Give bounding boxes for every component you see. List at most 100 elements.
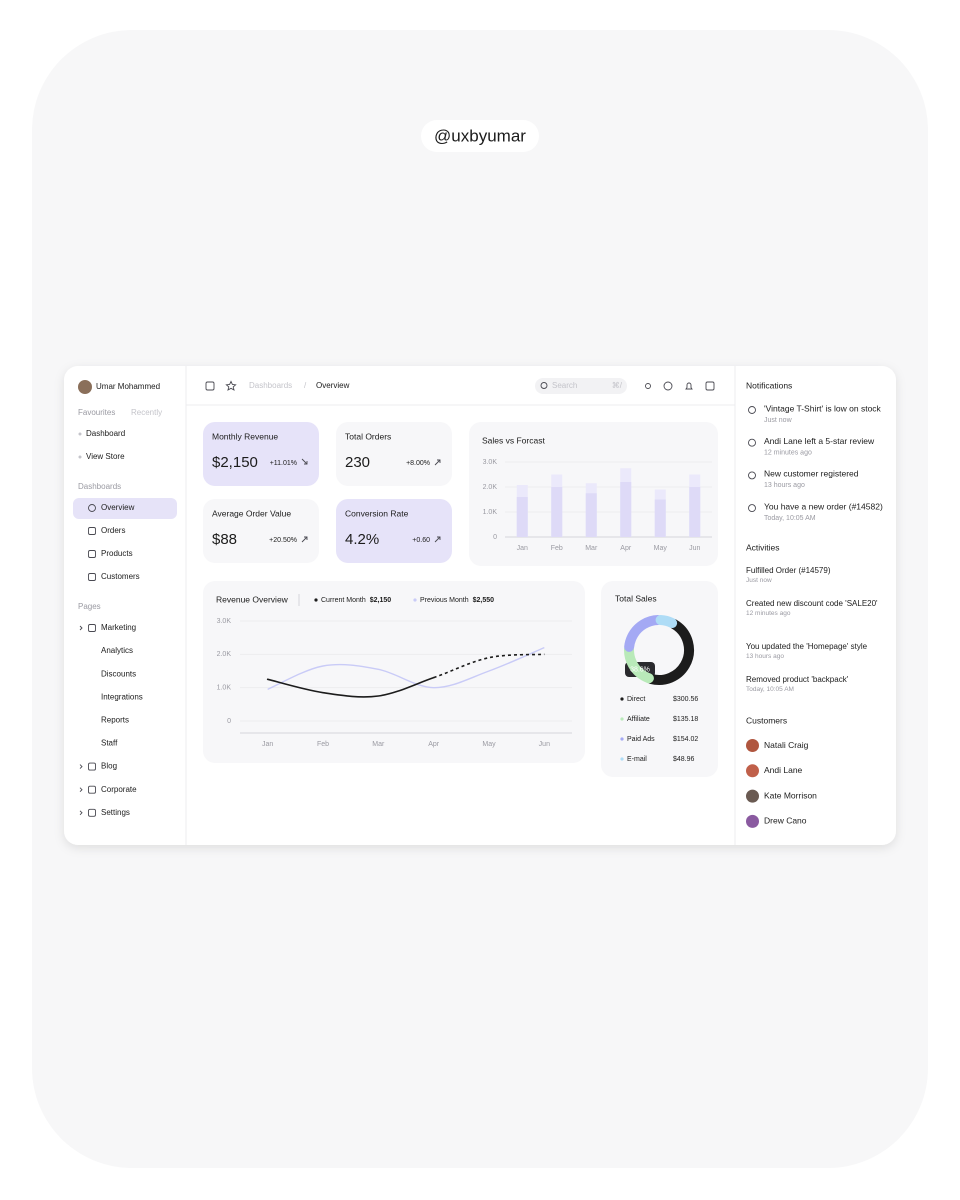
tab[interactable]: Favourites bbox=[78, 408, 115, 417]
bell-icon[interactable] bbox=[685, 382, 693, 390]
legend-value: $300.56 bbox=[673, 696, 698, 703]
x-tick-label: Feb bbox=[551, 545, 563, 552]
donut-segment bbox=[624, 615, 694, 685]
sidebar-toggle-icon[interactable] bbox=[205, 381, 215, 391]
y-tick-label: 0 bbox=[227, 718, 231, 725]
customer-name[interactable]: Drew Cano bbox=[764, 816, 807, 826]
y-tick-label: 3.0K bbox=[483, 459, 498, 466]
activity: Created new discount code 'SALE20' 12 min… bbox=[746, 599, 891, 619]
nav-item[interactable]: Customers bbox=[101, 572, 140, 581]
nav-icon bbox=[88, 808, 96, 817]
chevron bbox=[79, 625, 83, 631]
badge bbox=[421, 120, 539, 152]
activity-item: Created new discount code 'SALE20' 12 min… bbox=[746, 599, 891, 619]
legend-label: Direct bbox=[627, 696, 645, 703]
breadcrumb[interactable]: Overview bbox=[316, 381, 350, 390]
breadcrumb[interactable]: Dashboards bbox=[249, 381, 292, 390]
user-avatar[interactable] bbox=[78, 380, 92, 394]
nav-subitem[interactable]: Staff bbox=[101, 739, 118, 748]
star-icon[interactable] bbox=[225, 380, 237, 391]
panel-heading: Activities bbox=[746, 542, 780, 552]
search-box[interactable] bbox=[535, 378, 627, 394]
activity-item: You updated the 'Homepage' style 13 hours… bbox=[746, 642, 891, 662]
notification-text[interactable]: You have a new order (#14582) bbox=[764, 501, 883, 511]
y-tick-label: 0 bbox=[493, 534, 497, 541]
nav-item[interactable]: Overview bbox=[101, 503, 135, 512]
customer-name[interactable]: Natali Craig bbox=[764, 740, 809, 750]
activity-text: Created new discount code 'SALE20' bbox=[746, 599, 878, 608]
badge-text: @uxbyumar bbox=[434, 126, 526, 145]
y-tick-label: 2.0K bbox=[217, 651, 232, 658]
search-shortcut: ⌘/ bbox=[612, 381, 623, 390]
nav-item[interactable]: Dashboard bbox=[86, 429, 125, 438]
nav-subitem[interactable]: Analytics bbox=[101, 646, 133, 655]
nav-item[interactable]: Orders bbox=[101, 526, 125, 535]
line-projection bbox=[433, 653, 545, 679]
activity-time: Today, 10:05 AM bbox=[746, 686, 794, 693]
nav-item[interactable]: Blog bbox=[101, 762, 117, 771]
customer-name[interactable]: Kate Morrison bbox=[764, 790, 817, 800]
notification-text[interactable]: New customer registered bbox=[764, 469, 859, 479]
panel-icon[interactable] bbox=[705, 381, 715, 391]
notification-text[interactable]: Andi Lane left a 5-star review bbox=[764, 436, 875, 446]
activity-item: Removed product 'backpack' Today, 10:05 A… bbox=[746, 675, 891, 695]
stat-card bbox=[336, 422, 452, 486]
trend-icon bbox=[434, 459, 441, 466]
legend-dot bbox=[413, 598, 417, 602]
activity-time: 13 hours ago bbox=[746, 653, 784, 660]
x-tick-label: Mar bbox=[372, 741, 385, 748]
nav-active bbox=[73, 498, 177, 519]
activity-time: Just now bbox=[746, 577, 772, 584]
x-tick-label: Apr bbox=[620, 545, 632, 552]
chart-title: Revenue Overview bbox=[216, 594, 289, 604]
nav-icon bbox=[88, 550, 96, 558]
activity-time: 12 minutes ago bbox=[746, 610, 791, 617]
line bbox=[266, 676, 435, 698]
legend-label: E-mail bbox=[627, 756, 647, 763]
stat-card bbox=[203, 499, 319, 563]
bar bbox=[654, 499, 666, 537]
user-name[interactable]: Umar Mohammed bbox=[96, 382, 160, 391]
notification-icon bbox=[748, 438, 756, 447]
x-tick-label: May bbox=[482, 741, 496, 748]
nav-subitem[interactable]: Integrations bbox=[101, 692, 143, 701]
revenue-chart-card bbox=[203, 581, 585, 763]
x-tick-label: Apr bbox=[428, 741, 440, 748]
donut-segment bbox=[624, 615, 694, 685]
nav-subitem[interactable]: Discounts bbox=[101, 669, 136, 678]
search-placeholder: Search bbox=[552, 381, 577, 390]
nav-icon bbox=[88, 762, 96, 771]
legend-label: Paid Ads bbox=[627, 736, 655, 743]
nav-item[interactable]: Marketing bbox=[101, 623, 136, 632]
y-tick-label: 2.0K bbox=[483, 484, 498, 491]
stat-value: $2,150 bbox=[212, 454, 258, 471]
search-icon bbox=[540, 382, 548, 389]
history-icon[interactable] bbox=[663, 381, 673, 391]
customer-name[interactable]: Andi Lane bbox=[764, 765, 803, 775]
nav-item[interactable]: Corporate bbox=[101, 785, 137, 794]
tab[interactable]: Recently bbox=[131, 408, 162, 417]
header-icons[interactable] bbox=[205, 380, 715, 391]
nav-subitem[interactable]: Reports bbox=[101, 716, 129, 725]
legend-value: $2,150 bbox=[370, 597, 392, 604]
nav-item[interactable]: View Store bbox=[86, 452, 125, 461]
notification-text[interactable]: 'Vintage T-Shirt' is low on stock bbox=[764, 403, 882, 413]
activity: Removed product 'backpack' Today, 10:05 A… bbox=[746, 675, 891, 695]
stat-title: Total Orders bbox=[345, 431, 391, 441]
stat-change: +0.60 bbox=[412, 537, 430, 544]
nav-item[interactable]: Settings bbox=[101, 808, 130, 817]
legend-value: $135.18 bbox=[673, 716, 698, 723]
theme-icon[interactable] bbox=[645, 383, 651, 389]
legend-value: $2,550 bbox=[473, 597, 495, 604]
line bbox=[267, 647, 545, 690]
breadcrumb-separator: / bbox=[304, 381, 307, 390]
legend-value: $154.02 bbox=[673, 736, 698, 743]
legend-label: Current Month bbox=[321, 597, 366, 604]
section-heading: Pages bbox=[78, 602, 101, 611]
legend-dot bbox=[620, 757, 624, 761]
bar bbox=[551, 487, 563, 537]
nav-item[interactable]: Products bbox=[101, 549, 133, 558]
notification-icon bbox=[748, 406, 756, 414]
legend-dot bbox=[620, 737, 624, 741]
